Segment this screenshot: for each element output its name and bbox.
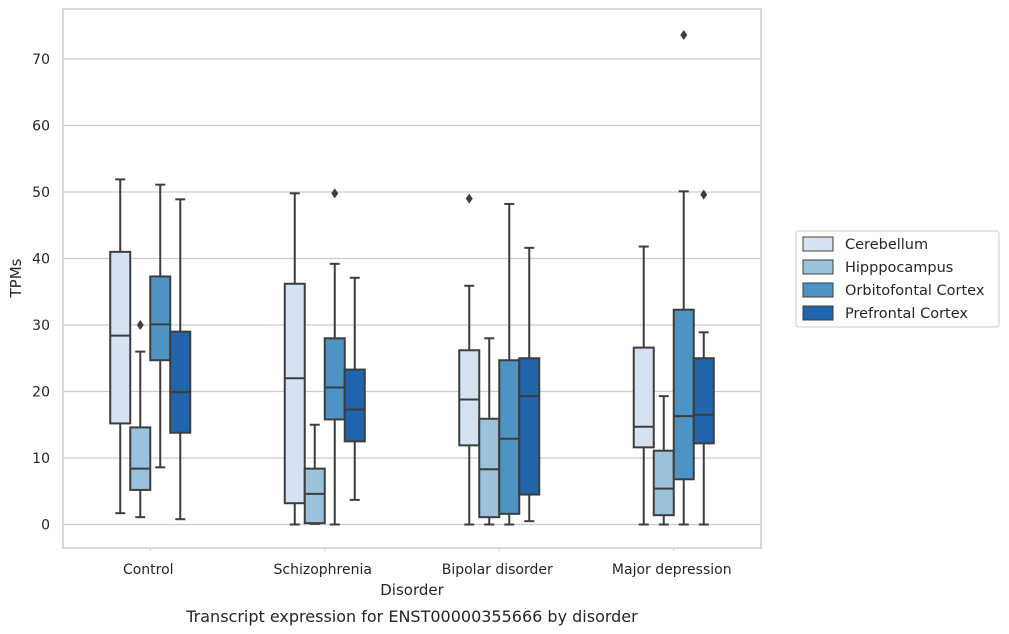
x-axis-label: Disorder <box>380 581 444 599</box>
box-1-2 <box>323 188 346 526</box>
outlier-point <box>700 189 708 200</box>
boxes <box>109 30 715 526</box>
box-2-3 <box>518 246 541 523</box>
legend-label: Hipppocampus <box>845 260 953 276</box>
y-tick-label-30: 30 <box>32 318 50 334</box>
y-tick-label-10: 10 <box>32 451 50 467</box>
box-2-2 <box>498 202 521 526</box>
legend-item-1: Hipppocampus <box>802 259 953 276</box>
box-iqr <box>458 349 481 447</box>
box-3-3 <box>692 189 715 526</box>
legend-label: Cerebellum <box>845 237 928 253</box>
box-iqr <box>672 308 695 481</box>
legend-label: Prefrontal Cortex <box>845 306 968 322</box>
outlier-point <box>680 30 688 41</box>
box-0-3 <box>169 198 192 521</box>
legend-label: Orbitofontal Cortex <box>845 283 985 299</box>
legend-swatch <box>802 236 834 252</box>
legend-swatch <box>802 259 834 275</box>
legend-item-3: Prefrontal Cortex <box>802 305 968 322</box>
legend-swatch <box>802 305 834 321</box>
box-iqr <box>518 357 541 496</box>
x-tick-label-2: Bipolar disorder <box>442 562 553 578</box>
box-1-1 <box>303 423 326 525</box>
box-3-2 <box>672 30 695 526</box>
outlier-point <box>465 193 473 204</box>
legend-frame <box>795 230 1000 328</box>
x-tick-label-1: Schizophrenia <box>274 562 372 578</box>
box-3-1 <box>652 395 675 526</box>
box-iqr <box>169 330 192 434</box>
outlier-point <box>136 320 144 330</box>
box-0-0 <box>109 178 132 515</box>
box-1-0 <box>283 192 306 526</box>
legend-swatch <box>802 282 834 298</box>
box-0-2 <box>149 183 172 469</box>
box-2-1 <box>478 337 501 526</box>
box-iqr <box>109 250 132 425</box>
y-tick-label-70: 70 <box>32 52 50 68</box>
box-iqr <box>343 368 366 443</box>
x-tick-labels: Control Schizophrenia Bipolar disorder Majo… <box>123 548 732 578</box>
box-iqr <box>323 337 346 421</box>
box-3-0 <box>632 245 655 526</box>
box-iqr <box>478 417 501 519</box>
legend: Cerebellum Hipppocampus Orbitofontal Corte… <box>795 230 1000 328</box>
box-iqr <box>498 359 521 515</box>
box-iqr <box>149 275 172 362</box>
plot-frame <box>62 8 762 549</box>
y-axis-label: TPMs <box>7 258 25 298</box>
box-0-1 <box>129 320 152 519</box>
y-tick-label-60: 60 <box>32 119 50 135</box>
box-iqr <box>652 449 675 517</box>
y-tick-label-0: 0 <box>41 518 50 534</box>
x-tick-label-3: Major depression <box>612 562 732 578</box>
box-1-3 <box>343 276 366 501</box>
box-iqr <box>283 282 306 505</box>
legend-item-0: Cerebellum <box>802 236 928 253</box>
y-tick-label-50: 50 <box>32 185 50 201</box>
box-iqr <box>129 426 152 491</box>
y-tick-labels: 0 10 20 30 40 50 60 70 <box>32 52 50 534</box>
chart-caption: Transcript expression for ENST0000035566… <box>185 607 638 626</box>
x-tick-label-0: Control <box>123 562 174 578</box>
box-iqr <box>303 467 326 525</box>
box-iqr <box>632 346 655 449</box>
box-iqr <box>692 357 715 445</box>
outlier-point <box>331 188 339 199</box>
box-2-0 <box>458 193 481 526</box>
legend-item-2: Orbitofontal Cortex <box>802 282 985 299</box>
y-tick-label-40: 40 <box>32 252 50 268</box>
y-tick-label-20: 20 <box>32 385 50 401</box>
